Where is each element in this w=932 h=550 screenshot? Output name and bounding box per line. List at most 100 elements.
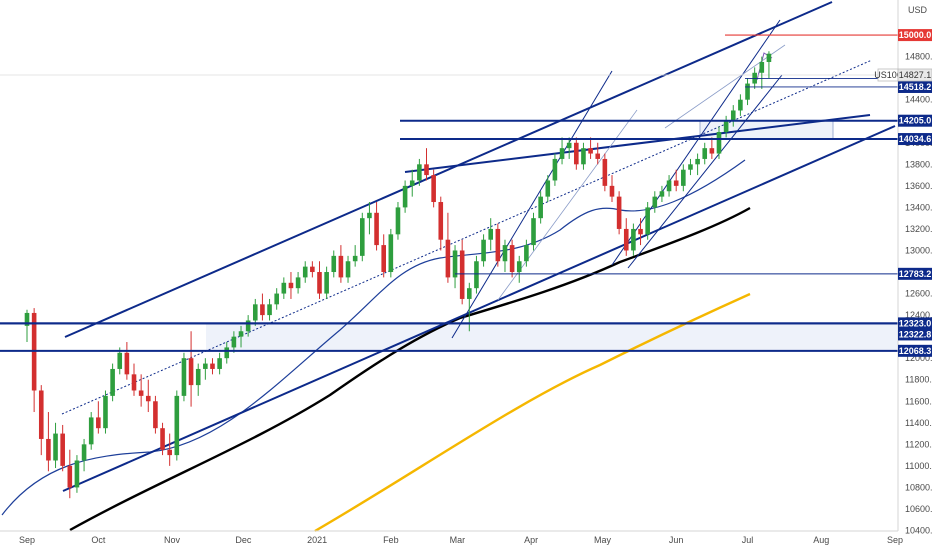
candle-body (695, 158, 700, 165)
candle-body (481, 239, 486, 262)
candle-body (495, 228, 501, 262)
candle-body (459, 250, 465, 299)
ma200-line (314, 292, 751, 533)
y-tick-label: 11400.0 (905, 418, 932, 428)
candle-body (602, 158, 608, 186)
candle-body (609, 185, 615, 197)
y-tick-label: 10600.0 (905, 504, 932, 514)
candle-body (288, 282, 294, 289)
x-tick-label: Mar (450, 535, 466, 545)
candle-body (153, 401, 158, 429)
candle-body (331, 255, 337, 273)
recent-channel-lower (627, 74, 783, 269)
y-tick-label: 10400.0 (905, 526, 932, 536)
y-tick-label: 10800.0 (905, 482, 932, 492)
x-tick-label: Sep (19, 535, 35, 545)
candle-body (110, 368, 115, 396)
candle-body (252, 304, 258, 321)
price-label-badge (898, 133, 932, 146)
candle-body (595, 153, 601, 159)
price-label-text: 14205.0 (899, 116, 932, 126)
candle-body (623, 228, 629, 251)
y-tick-label: 11800.0 (905, 375, 932, 385)
price-label-badge (898, 80, 932, 93)
candle-body (181, 358, 187, 396)
x-tick-label: Oct (91, 535, 106, 545)
x-tick-label: Feb (383, 535, 399, 545)
y-tick-label: 12000.0 (905, 353, 932, 363)
candle-body (53, 433, 58, 461)
candle-body (374, 212, 379, 246)
candle-body (238, 331, 244, 337)
candle-body (224, 347, 230, 359)
y-tick-label: 14800.0 (905, 52, 932, 62)
symbol-label: US100 (874, 70, 902, 80)
candle-body (409, 180, 415, 186)
candle-body (317, 272, 322, 294)
candle-body (631, 228, 636, 251)
y-tick-label: 12600.0 (905, 289, 932, 299)
y-tick-label: 13800.0 (905, 159, 932, 169)
candle-body (359, 218, 365, 256)
candle-body (395, 207, 401, 235)
candle-body (402, 185, 408, 208)
candle-body (245, 320, 251, 332)
candle-body (652, 196, 658, 208)
candle-body (145, 395, 151, 402)
y-tick-label: 14400.0 (905, 95, 932, 105)
y-tick-label: 13200.0 (905, 224, 932, 234)
x-tick-label: May (594, 535, 612, 545)
candle-body (381, 245, 386, 273)
candle-body (581, 148, 586, 165)
candle-body (38, 390, 44, 439)
price-label-badge (898, 328, 932, 341)
price-label-text: 12322.8 (899, 329, 932, 339)
candle-body (488, 228, 494, 240)
candle-body (552, 158, 558, 181)
price-label-badge (898, 317, 932, 330)
candle-body (716, 132, 722, 154)
y-tick-label: 13400.0 (905, 202, 932, 212)
candle-body (260, 304, 265, 316)
x-tick-label: Nov (164, 535, 181, 545)
price-label-badge (898, 267, 932, 280)
candle-body (160, 428, 165, 450)
candle-body (131, 374, 137, 391)
x-tick-label: Apr (524, 535, 538, 545)
candle-body (588, 148, 593, 154)
candle-body (174, 395, 180, 456)
candle-body (417, 164, 422, 181)
candle-body (281, 282, 287, 294)
x-tick-label: Jun (669, 535, 684, 545)
upper-channel-line (64, 1, 833, 338)
levels-layer (0, 34, 898, 352)
y-tick-label: 13600.0 (905, 181, 932, 191)
candle-body (431, 175, 436, 203)
candle-body (345, 261, 351, 278)
candle-body (745, 83, 750, 100)
recent-channel-upper (611, 19, 781, 266)
price-label-badge (898, 29, 932, 42)
last-price-label: 14827.1 (899, 70, 932, 80)
candle-body (702, 148, 708, 159)
candle-body (188, 358, 194, 386)
channel-midline (61, 59, 873, 415)
candle-body (424, 164, 429, 176)
resistance-trendline (404, 114, 871, 173)
candle-body (24, 312, 30, 326)
candle-body (659, 191, 665, 197)
candle-body (203, 363, 208, 369)
last-price-badge (897, 68, 932, 82)
y-tick-label: 12400.0 (905, 310, 932, 320)
candle-body (367, 212, 372, 219)
candle-body (566, 142, 572, 149)
candle-body (352, 255, 358, 262)
candle-body (388, 234, 394, 273)
x-tick-label: Aug (813, 535, 829, 545)
y-tick-label: 13000.0 (905, 245, 932, 255)
candle-body (638, 228, 643, 235)
lower-channel-line (62, 125, 896, 492)
candle-body (167, 449, 172, 456)
candle-body (74, 460, 80, 488)
